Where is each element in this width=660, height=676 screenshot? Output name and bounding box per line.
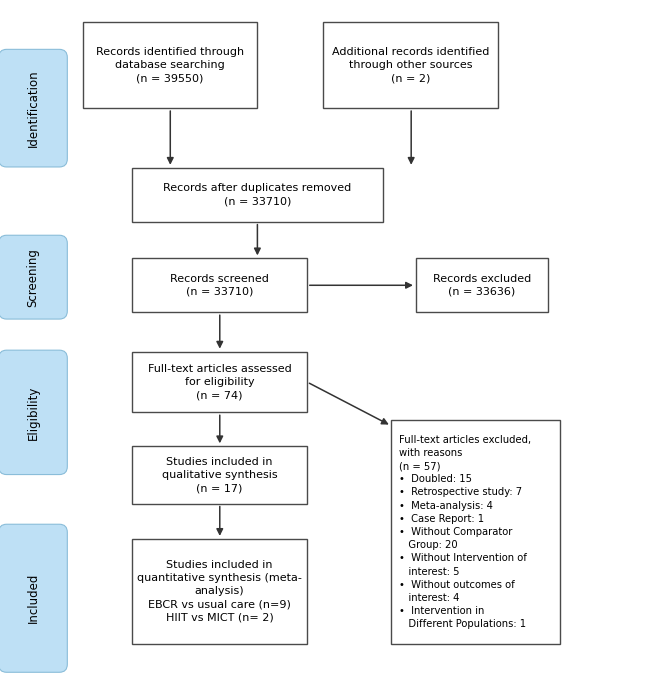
FancyBboxPatch shape — [132, 352, 307, 412]
FancyBboxPatch shape — [82, 22, 257, 108]
Text: Records excluded
(n = 33636): Records excluded (n = 33636) — [433, 274, 531, 297]
Text: Full-text articles excluded,
with reasons
(n = 57)
•  Doubled: 15
•  Retrospecti: Full-text articles excluded, with reason… — [399, 435, 531, 629]
Text: Eligibility: Eligibility — [26, 385, 40, 439]
FancyBboxPatch shape — [0, 235, 67, 319]
Text: Records screened
(n = 33710): Records screened (n = 33710) — [170, 274, 269, 297]
Text: Studies included in
quantitative synthesis (meta-
analysis)
EBCR vs usual care (: Studies included in quantitative synthes… — [137, 560, 302, 623]
FancyBboxPatch shape — [323, 22, 498, 108]
FancyBboxPatch shape — [0, 350, 67, 475]
Text: Full-text articles assessed
for eligibility
(n = 74): Full-text articles assessed for eligibil… — [148, 364, 291, 400]
FancyBboxPatch shape — [132, 539, 307, 644]
FancyBboxPatch shape — [0, 49, 67, 167]
FancyBboxPatch shape — [0, 525, 67, 672]
Text: Additional records identified
through other sources
(n = 2): Additional records identified through ot… — [332, 47, 490, 83]
FancyBboxPatch shape — [391, 420, 560, 644]
Text: Records identified through
database searching
(n = 39550): Records identified through database sear… — [96, 47, 244, 83]
Text: Identification: Identification — [26, 70, 40, 147]
FancyBboxPatch shape — [132, 446, 307, 504]
FancyBboxPatch shape — [132, 168, 383, 222]
Text: Records after duplicates removed
(n = 33710): Records after duplicates removed (n = 33… — [163, 183, 352, 206]
FancyBboxPatch shape — [416, 258, 548, 312]
Text: Included: Included — [26, 573, 40, 623]
Text: Screening: Screening — [26, 247, 40, 307]
FancyBboxPatch shape — [132, 258, 307, 312]
Text: Studies included in
qualitative synthesis
(n = 17): Studies included in qualitative synthesi… — [162, 457, 277, 493]
